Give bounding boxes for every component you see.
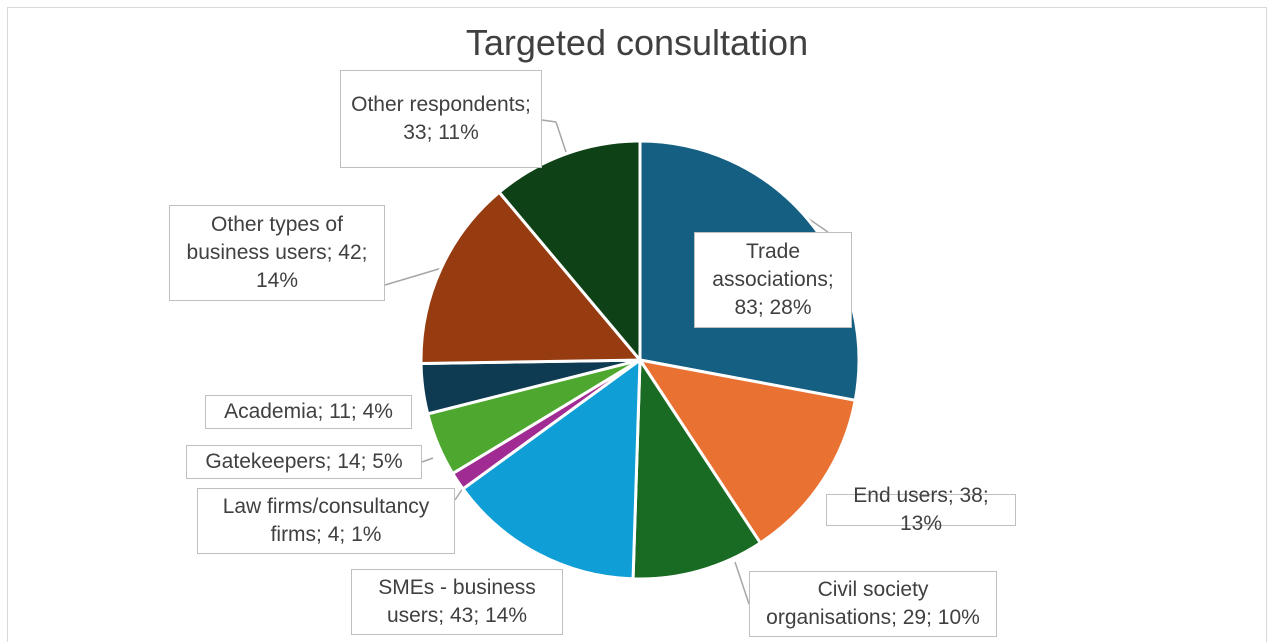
leader-line-othbiz: [384, 267, 443, 286]
chart-title: Targeted consultation: [465, 22, 809, 63]
data-label-academia: Academia; 11; 4%: [205, 395, 412, 429]
data-label-trade-associations: Trade associations; 83; 28%: [694, 232, 852, 328]
data-label-other-respondents: Other respondents; 33; 11%: [340, 70, 542, 168]
pie-slice-civil-society-organisations: [631, 358, 762, 581]
data-label-law-firms: Law firms/consultancy firms; 4; 1%: [197, 488, 455, 554]
leader-line-othresp-2: [555, 121, 567, 153]
data-label-smes: SMEs - business users; 43; 14%: [351, 569, 563, 635]
data-label-civil-society: Civil society organisations; 29; 10%: [749, 571, 997, 637]
pie-slices: [419, 139, 861, 581]
leader-line-gate: [421, 457, 434, 463]
data-label-end-users: End users; 38; 13%: [826, 484, 1016, 535]
data-label-gatekeepers: Gatekeepers; 14; 5%: [186, 445, 422, 479]
pie-slice-other-types-of-business-users: [419, 190, 642, 365]
pie-slice-other-respondents: [497, 139, 642, 362]
leader-line-civil: [734, 561, 750, 605]
pie-slice-end-users: [638, 358, 857, 545]
leader-lines: [384, 119, 829, 605]
leader-line-othresp: [541, 119, 557, 123]
leader-line-law: [454, 487, 464, 501]
pie-slice-smes-business-users: [461, 358, 642, 581]
data-label-other-business-users: Other types of business users; 42; 14%: [169, 205, 385, 301]
